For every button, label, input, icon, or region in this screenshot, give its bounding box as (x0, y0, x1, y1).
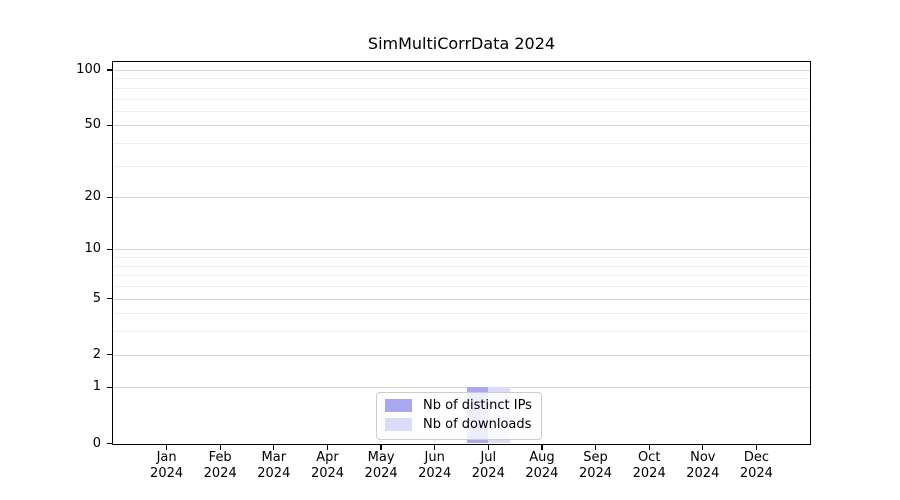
x-tick-mark (219, 444, 221, 450)
y-tick-mark (106, 196, 113, 198)
x-tick-label: May 2024 (364, 450, 398, 481)
legend-swatch-distinct-ips (385, 399, 412, 412)
y-tick-mark (106, 353, 113, 356)
x-tick-label: Apr 2024 (310, 450, 345, 481)
gridline-minor (113, 257, 810, 259)
y-tick-mark (106, 442, 113, 445)
legend-swatch-downloads (385, 418, 412, 431)
x-tick-mark (166, 444, 168, 450)
gridline-minor (113, 78, 810, 80)
gridline-major (113, 354, 810, 356)
legend-label-distinct-ips: Nb of distinct IPs (423, 398, 532, 413)
y-tick-label: 10 (84, 241, 101, 257)
x-tick-mark (702, 444, 704, 450)
gridline-minor (113, 165, 810, 167)
y-tick-label: 100 (76, 62, 101, 77)
gridline-minor (113, 87, 810, 89)
x-tick-mark (434, 444, 436, 450)
gridline-major (113, 387, 810, 389)
y-tick-mark (106, 124, 113, 126)
gridline-minor (113, 265, 810, 267)
gridline-major (113, 125, 810, 127)
legend: Nb of distinct IPs Nb of downloads (376, 391, 542, 440)
gridline-minor (113, 110, 810, 112)
y-tick-mark (106, 297, 113, 300)
x-tick-label: Sep 2024 (578, 450, 613, 481)
gridline-major (113, 298, 810, 300)
x-tick-mark (273, 444, 275, 450)
y-tick-mark (106, 69, 113, 71)
y-tick-mark (106, 248, 113, 251)
x-tick-mark (755, 444, 757, 450)
x-tick-label: Oct 2024 (632, 450, 666, 481)
gridline-minor (113, 143, 810, 144)
x-tick-label: Nov 2024 (686, 450, 720, 481)
y-tick-mark (106, 386, 113, 389)
y-tick-label: 5 (92, 290, 101, 306)
x-tick-label: Jun 2024 (418, 450, 452, 481)
x-tick-label: Jul 2024 (471, 450, 505, 481)
y-tick-label: 50 (84, 117, 101, 133)
legend-item-downloads: Nb of downloads (385, 417, 532, 432)
gridline-minor (113, 313, 810, 315)
y-tick-label: 0 (92, 435, 101, 451)
y-tick-label: 20 (84, 189, 101, 205)
x-tick-mark (541, 444, 543, 450)
legend-label-downloads: Nb of downloads (423, 417, 532, 432)
x-tick-mark (487, 444, 489, 450)
x-tick-label: Aug 2024 (525, 450, 559, 481)
chart-title: SimMultiCorrData 2024 (367, 34, 556, 53)
x-tick-mark (380, 444, 382, 450)
x-tick-label: Dec 2024 (739, 450, 773, 481)
y-tick-label: 2 (92, 346, 101, 362)
gridline-major (113, 197, 810, 199)
legend-item-distinct-ips: Nb of distinct IPs (385, 398, 532, 413)
x-tick-mark (648, 444, 650, 450)
gridline-minor (113, 275, 810, 277)
plot-area (113, 62, 810, 444)
gridline-major (113, 249, 810, 251)
x-tick-mark (594, 444, 597, 450)
x-tick-label: Feb 2024 (203, 450, 237, 481)
gridline-minor (113, 98, 810, 100)
y-tick-label: 1 (92, 379, 101, 395)
x-tick-mark (326, 444, 329, 450)
gridline-minor (113, 331, 810, 333)
gridline-minor (113, 286, 810, 287)
gridline-major (113, 70, 810, 71)
x-tick-label: Jan 2024 (150, 450, 184, 481)
x-tick-label: Mar 2024 (257, 450, 291, 481)
